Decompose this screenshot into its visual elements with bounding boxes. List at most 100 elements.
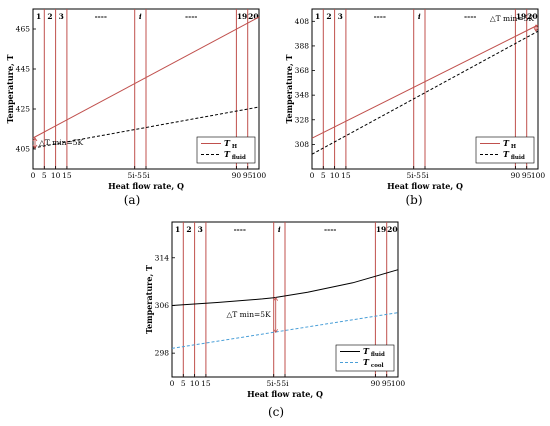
x-tick-label: 5i-5 bbox=[266, 379, 281, 388]
y-axis-label: Temperature, T bbox=[5, 54, 15, 123]
x-axis-label: Heat flow rate, Q bbox=[247, 389, 323, 399]
legend-box bbox=[196, 136, 256, 164]
legend-label-sub: H bbox=[509, 144, 516, 150]
x-tick-label: 5i bbox=[142, 171, 150, 180]
legend-label-main: T bbox=[503, 138, 510, 148]
y-tick-label: 445 bbox=[16, 65, 31, 74]
segment-label: 3 bbox=[59, 12, 64, 21]
segment-label: ---- bbox=[324, 225, 336, 234]
legend-label-sub: H bbox=[230, 144, 237, 150]
y-tick-label: 465 bbox=[16, 25, 31, 34]
y-tick-label: 425 bbox=[16, 105, 31, 114]
segment-label: 19 bbox=[516, 12, 526, 21]
chart-panel-b: 1 2 3 ---- i ---- 19 20 0 5 10 15 5i-5 5i 90 95 100 308 32… bbox=[284, 8, 546, 207]
x-tick-label: 90 bbox=[232, 171, 242, 180]
x-tick-label: 95 bbox=[522, 171, 532, 180]
segment-label: i bbox=[139, 12, 142, 21]
x-tick-label: 5i-5 bbox=[127, 171, 142, 180]
legend-label-main: T bbox=[503, 149, 510, 159]
x-tick-label: 100 bbox=[531, 171, 546, 180]
segment-label: 1 bbox=[315, 12, 320, 21]
segment-label: 20 bbox=[527, 12, 537, 21]
segment-label: 19 bbox=[376, 225, 386, 234]
segment-label: ---- bbox=[464, 12, 476, 21]
panel-label: (c) bbox=[268, 405, 284, 419]
x-tick-label: 5 bbox=[321, 171, 326, 180]
y-tick-label: 328 bbox=[295, 115, 310, 124]
legend-label: T fluid bbox=[224, 149, 246, 161]
panel-label: (a) bbox=[124, 193, 141, 207]
segment-label: ---- bbox=[95, 12, 107, 21]
y-tick-label: 388 bbox=[295, 41, 310, 50]
y-tick-label: 314 bbox=[155, 253, 170, 262]
y-tick-label: 298 bbox=[155, 349, 170, 358]
segment-label: i bbox=[418, 12, 421, 21]
segment-label: 3 bbox=[198, 225, 203, 234]
x-tick-label: 0 bbox=[310, 171, 315, 180]
x-tick-label: 90 bbox=[511, 171, 521, 180]
segment-label: 19 bbox=[237, 12, 247, 21]
x-tick-label: 100 bbox=[252, 171, 267, 180]
x-tick-label: 5i-5 bbox=[406, 171, 421, 180]
x-tick-label: 10 bbox=[51, 171, 61, 180]
x-axis-label: Heat flow rate, Q bbox=[387, 181, 463, 191]
x-tick-label: 0 bbox=[170, 379, 175, 388]
x-tick-label: 15 bbox=[201, 379, 211, 388]
y-tick-label: 368 bbox=[295, 66, 310, 75]
legend-label: T H bbox=[224, 138, 237, 150]
series-line-t-fluid bbox=[171, 269, 399, 306]
legend-box bbox=[475, 136, 535, 164]
x-tick-label: 5i bbox=[421, 171, 429, 180]
series-line-t-fluid bbox=[32, 106, 260, 149]
y-tick-label: 348 bbox=[295, 91, 310, 100]
x-tick-label: 10 bbox=[330, 171, 340, 180]
segment-label: ---- bbox=[234, 225, 246, 234]
legend-label: T H bbox=[503, 138, 516, 150]
legend-label-main: T bbox=[363, 346, 370, 356]
y-tick-label: 405 bbox=[16, 145, 31, 154]
x-tick-label: 95 bbox=[243, 171, 253, 180]
x-tick-label: 15 bbox=[341, 171, 351, 180]
chart-panel-a: 1 2 3 ---- i ---- 19 20 0 5 10 15 5i-5 5i 90 95 100 405 42… bbox=[5, 8, 267, 207]
legend-label-sub: fluid bbox=[509, 155, 525, 161]
delta-t-arrow-down bbox=[273, 329, 279, 334]
delta-t-annotation: △T min=5K bbox=[227, 310, 272, 319]
series-line-t-cool bbox=[171, 312, 399, 349]
x-tick-label: 0 bbox=[31, 171, 36, 180]
segment-label: ---- bbox=[185, 12, 197, 21]
series-line-t-fluid bbox=[311, 30, 539, 155]
x-tick-label: 10 bbox=[190, 379, 200, 388]
legend-box bbox=[335, 344, 395, 372]
legend-label-sub: fluid bbox=[369, 352, 385, 358]
x-tick-label: 15 bbox=[62, 171, 72, 180]
series-line-t-h bbox=[311, 24, 539, 139]
segment-label: i bbox=[278, 225, 281, 234]
segment-label: 2 bbox=[326, 12, 331, 21]
delta-t-annotation: △T min=5K bbox=[490, 14, 535, 23]
series-line-t-h bbox=[32, 16, 260, 139]
segment-label: 1 bbox=[36, 12, 41, 21]
delta-t-arrow-down bbox=[32, 144, 38, 149]
delta-t-arrow-up bbox=[533, 24, 539, 29]
y-tick-label: 308 bbox=[295, 140, 310, 149]
legend-label-main: T bbox=[224, 149, 231, 159]
legend-label-main: T bbox=[224, 138, 231, 148]
legend-label: T fluid bbox=[363, 346, 385, 358]
x-tick-label: 90 bbox=[371, 379, 381, 388]
x-tick-label: 5 bbox=[42, 171, 47, 180]
x-tick-label: 95 bbox=[382, 379, 392, 388]
y-axis-label: Temperature, T bbox=[284, 54, 294, 123]
y-axis-label: Temperature, T bbox=[144, 265, 154, 334]
delta-t-arrow-up bbox=[273, 296, 279, 301]
delta-t-arrow-down bbox=[533, 27, 539, 32]
legend-label-sub: cool bbox=[369, 363, 384, 369]
chart-panel-c: 1 2 3 ---- i ---- 19 20 0 5 10 15 5i-5 5i 90 95 100 298 30… bbox=[144, 221, 405, 419]
y-tick-label: 306 bbox=[155, 301, 170, 310]
segment-label: 2 bbox=[186, 225, 191, 234]
segment-label: 3 bbox=[338, 12, 343, 21]
legend-label-main: T bbox=[363, 357, 370, 367]
panel-label: (b) bbox=[405, 193, 422, 207]
segment-label: 20 bbox=[248, 12, 258, 21]
